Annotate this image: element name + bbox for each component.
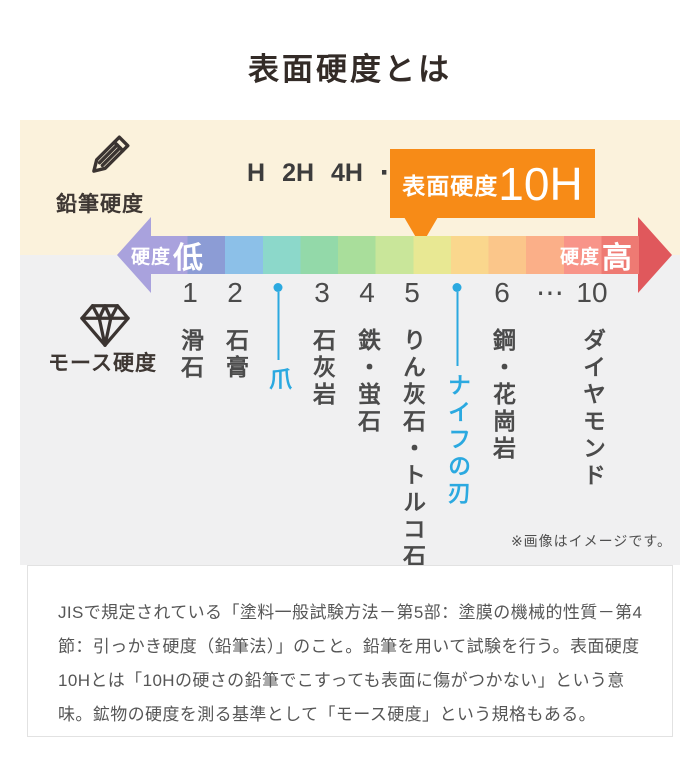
mohs-mineral-label: りん灰石・トルコ石 (399, 328, 426, 571)
mohs-number: 2 (227, 277, 243, 308)
pencil-scale-h: H (247, 158, 266, 187)
nail-marker-label: 爪 (265, 367, 292, 394)
mohs-number: 10 (576, 277, 608, 308)
mohs-marker-knife: ナイフの刃 (444, 278, 471, 508)
hardness-high-label: 硬度 高 (560, 217, 632, 293)
hardness-low-small: 硬度 (131, 246, 172, 268)
mohs-column-3: 3 石灰岩 (309, 277, 336, 409)
hardness-low-big: 低 (173, 242, 204, 275)
description-box: JISで規定されている「塗料一般試験方法－第5部：塗膜の機械的性質－第4節：引っ… (27, 565, 673, 737)
callout-value: 10H (498, 157, 583, 210)
mohs-column-4: 4 鉄・蛍石 (354, 277, 381, 436)
nail-marker-line (277, 292, 279, 360)
surface-hardness-callout: 表面硬度 10H (390, 149, 595, 218)
mohs-mineral-label: 滑石 (177, 328, 204, 382)
hardness-low-label: 硬度 低 (131, 217, 203, 293)
mohs-number: 6 (494, 277, 510, 308)
pencil-scale-2h: 2H (282, 158, 315, 187)
knife-marker-dot (452, 283, 462, 292)
mohs-mineral-label: 石膏 (222, 328, 249, 382)
hardness-high-big: 高 (602, 242, 632, 275)
mohs-column-2: 2 石膏 (222, 277, 249, 382)
mohs-number: 4 (359, 277, 375, 308)
mohs-column-1: 1 滑石 (177, 277, 204, 382)
mohs-mineral-label: ダイヤモンド (579, 328, 606, 490)
image-disclaimer-note: ※画像はイメージです。 (510, 533, 672, 549)
arrow-head-low (117, 217, 151, 293)
mohs-column-10: 10 ダイヤモンド (576, 278, 607, 490)
pencil-scale-labels: H 2H 4H ⋯ (247, 158, 405, 188)
mohs-mineral-label: 石灰岩 (309, 328, 336, 409)
mohs-number: 3 (314, 277, 330, 308)
pencil-scale-4h: 4H (331, 158, 363, 187)
pencil-icon (78, 126, 138, 188)
mohs-column-5: 5 りん灰石・トルコ石 (399, 277, 426, 571)
pencil-hardness-label: 鉛筆硬度 (56, 193, 144, 216)
mohs-mineral-label: 鋼・花崗岩 (489, 328, 516, 463)
mohs-hardness-band (20, 255, 680, 565)
hardness-high-small: 硬度 (559, 246, 600, 268)
mohs-hardness-label: モース硬度 (48, 352, 157, 375)
hardness-gradient-bar (150, 236, 639, 274)
mohs-ellipsis: ⋯ (536, 277, 564, 308)
mohs-number: 1 (182, 277, 198, 308)
mohs-column-6: 6 鋼・花崗岩 (489, 277, 516, 463)
hardness-gradient-arrow: 硬度 低 硬度 高 (117, 217, 672, 293)
mohs-mineral-label: 鉄・蛍石 (354, 328, 381, 436)
description-text: JISで規定されている「塗料一般試験方法－第5部：塗膜の機械的性質－第4節：引っ… (58, 603, 643, 724)
nail-marker-dot (273, 283, 283, 292)
diamond-icon (76, 300, 134, 350)
knife-marker-line (456, 292, 458, 366)
mohs-number: 5 (404, 277, 420, 308)
page-title: 表面硬度とは (248, 52, 452, 87)
callout-prefix: 表面硬度 (402, 172, 499, 199)
mohs-column-dots: ⋯ (536, 278, 564, 328)
knife-marker-label: ナイフの刃 (444, 373, 471, 508)
arrow-head-high (638, 217, 672, 293)
mohs-marker-nail: 爪 (265, 278, 292, 394)
